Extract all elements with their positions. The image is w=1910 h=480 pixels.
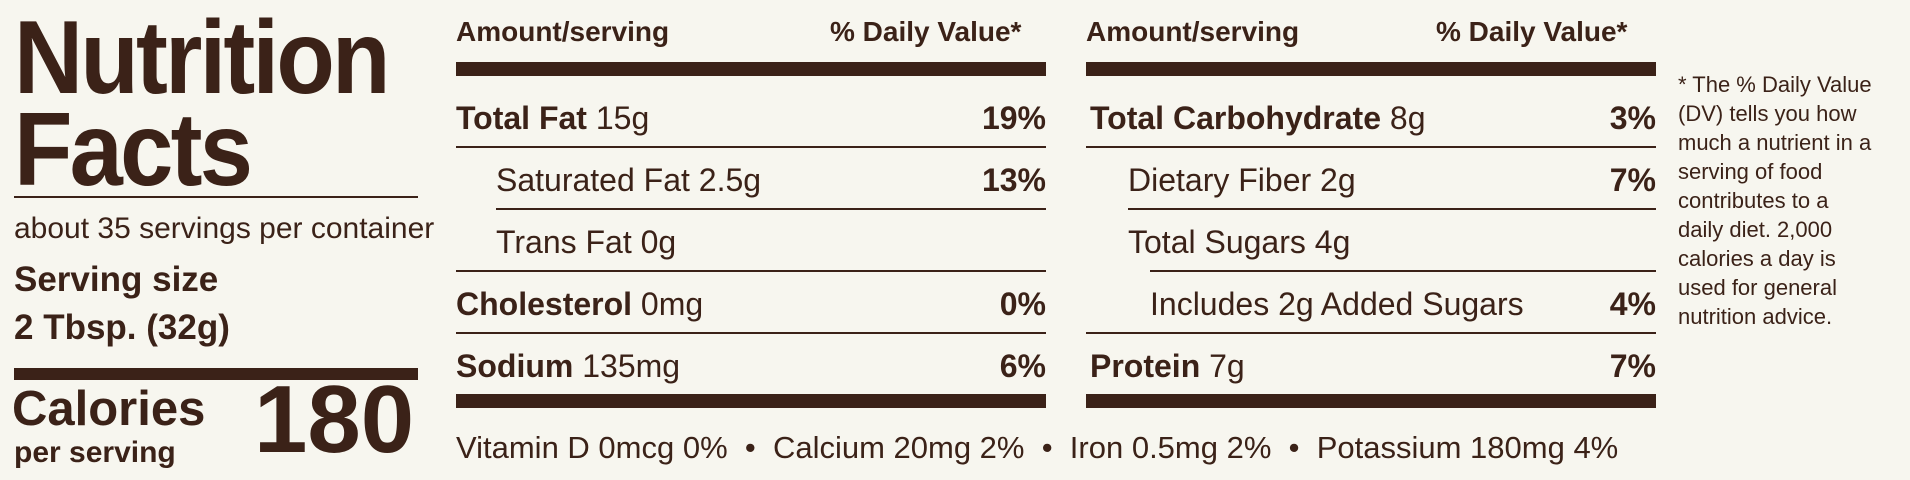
nutrient-name: Protein xyxy=(1090,348,1201,384)
vitamin-mineral-line: Vitamin D 0mcg 0% • Calcium 20mg 2% • Ir… xyxy=(456,430,1619,465)
nutrient-dv: 7% xyxy=(1609,162,1656,198)
nutrient-amount: 7g xyxy=(1209,348,1245,384)
nutrient-row: Saturated Fat 2.5g xyxy=(496,162,761,199)
nutrient-row: Total Fat 15g xyxy=(456,100,649,137)
calories-sub-label: per serving xyxy=(14,436,176,469)
nutrient-name: Total Fat xyxy=(456,100,587,136)
nutrient-dv: 13% xyxy=(981,162,1046,198)
left-header-dv: % Daily Value* xyxy=(830,16,1022,47)
serving-size-value: 2 Tbsp. (32g) xyxy=(14,308,230,347)
nutrient-amount: 15g xyxy=(595,100,650,136)
nutrient-amount: 2.5g xyxy=(698,162,762,198)
nutrient-name: Sodium xyxy=(456,348,574,384)
nutrient-amount: 8g xyxy=(1389,100,1426,136)
nutrient-dv: 3% xyxy=(1609,100,1656,136)
nutrient-row: Includes 2g Added Sugars xyxy=(1150,286,1524,323)
nutrient-name: Cholesterol xyxy=(456,286,633,322)
right-bottom-rule xyxy=(1086,394,1656,408)
divider-thick xyxy=(14,368,418,380)
right-header-rule xyxy=(1086,62,1656,76)
label-title: Nutrition Facts xyxy=(14,0,390,208)
nutrient-dv: 4% xyxy=(1609,286,1656,322)
nutrient-amount: 0mg xyxy=(640,286,704,322)
nutrient-dv: 19% xyxy=(981,100,1046,136)
nutrient-amount: 0g xyxy=(640,224,677,260)
row-rule xyxy=(1150,270,1656,272)
nutrient-name: Dietary Fiber xyxy=(1128,162,1312,198)
calories-label: Calories xyxy=(12,382,206,436)
right-header-amount: Amount/serving xyxy=(1086,16,1300,47)
nutrient-row: Trans Fat 0g xyxy=(496,224,676,261)
title-line-1: Nutrition xyxy=(14,0,390,116)
row-rule xyxy=(456,270,1046,272)
left-header-amount: Amount/serving xyxy=(456,16,670,47)
daily-value-footnote: * The % Daily Value (DV) tells you how m… xyxy=(1678,72,1872,329)
right-header-dv: % Daily Value* xyxy=(1436,16,1628,47)
nutrient-amount: 4g xyxy=(1314,224,1351,260)
nutrient-name: Saturated Fat xyxy=(496,162,690,198)
nutrient-name: Includes 2g Added Sugars xyxy=(1150,286,1524,322)
nutrient-row: Cholesterol 0mg xyxy=(456,286,703,323)
nutrient-amount: 2g xyxy=(1320,162,1356,198)
nutrient-name: Trans Fat xyxy=(496,224,632,260)
nutrient-dv: 6% xyxy=(999,348,1046,384)
nutrient-row: Total Sugars 4g xyxy=(1128,224,1350,261)
nutrient-name: Total Sugars xyxy=(1128,224,1306,260)
divider-thin xyxy=(14,196,418,198)
row-rule xyxy=(1086,332,1656,334)
row-rule xyxy=(1128,208,1656,210)
nutrient-amount: 135mg xyxy=(582,348,681,384)
nutrient-name: Total Carbohydrate xyxy=(1090,100,1381,136)
title-line-2: Facts xyxy=(14,92,253,208)
nutrient-row: Sodium 135mg xyxy=(456,348,680,385)
left-header-rule xyxy=(456,62,1046,76)
left-bottom-rule xyxy=(456,394,1046,408)
row-rule xyxy=(1086,146,1656,148)
row-rule xyxy=(496,208,1046,210)
nutrient-row: Total Carbohydrate 8g xyxy=(1090,100,1425,137)
nutrient-row: Dietary Fiber 2g xyxy=(1128,162,1356,199)
serving-size-label: Serving size xyxy=(14,260,219,299)
calories-value: 180 xyxy=(254,366,415,473)
servings-per-container: about 35 servings per container xyxy=(14,212,435,245)
nutrient-dv: 0% xyxy=(999,286,1046,322)
row-rule xyxy=(456,146,1046,148)
nutrient-row: Protein 7g xyxy=(1090,348,1245,385)
nutrient-dv: 7% xyxy=(1609,348,1656,384)
row-rule xyxy=(456,332,1046,334)
